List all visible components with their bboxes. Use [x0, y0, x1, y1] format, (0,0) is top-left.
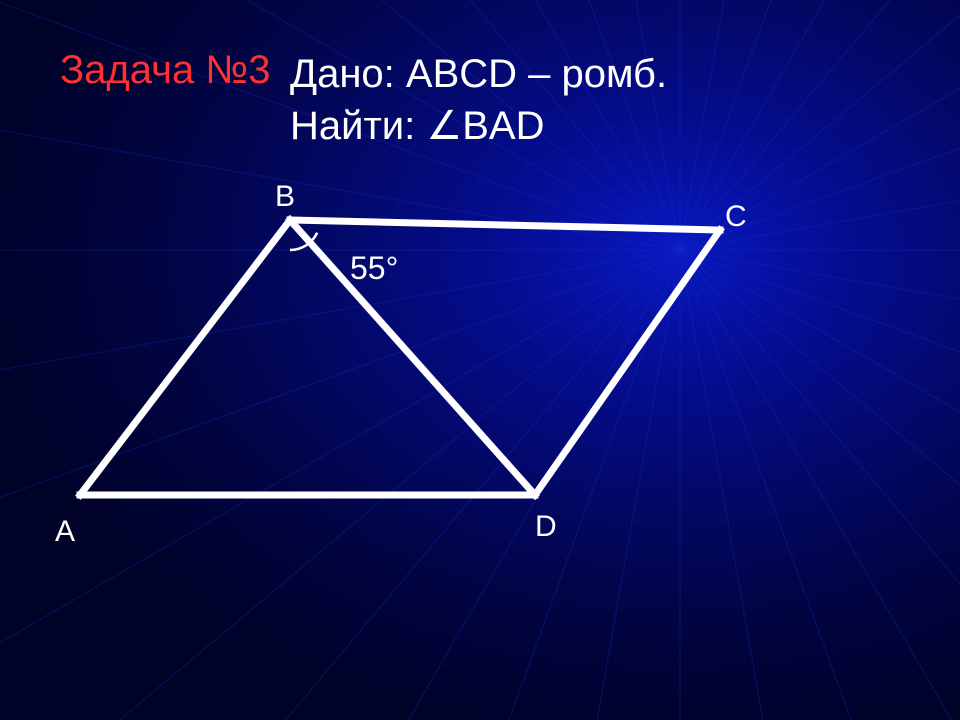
vertex-label-C: C	[725, 200, 747, 234]
rhombus-diagram	[0, 0, 960, 720]
vertex-label-D: D	[535, 510, 557, 544]
vertex-label-A: A	[55, 515, 75, 549]
vertex-label-B: B	[275, 180, 295, 214]
angle-label: 55°	[350, 250, 398, 287]
